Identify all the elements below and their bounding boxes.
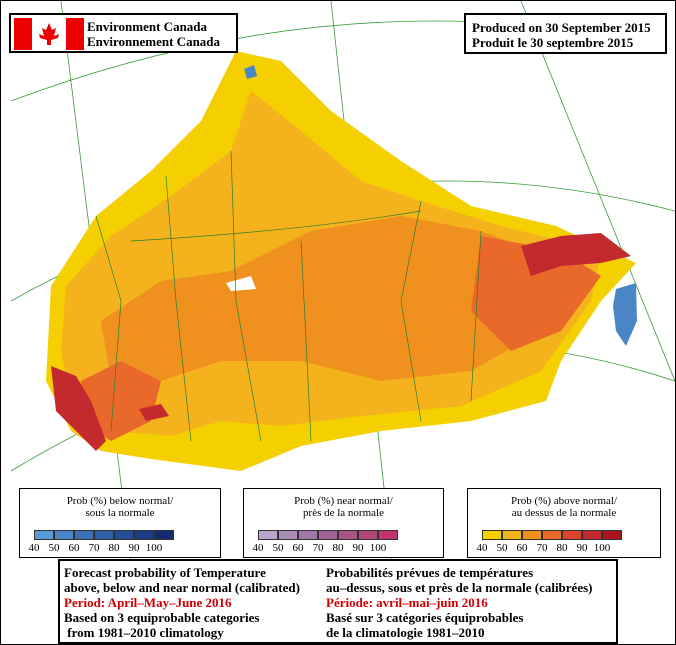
legend-label: 90 — [128, 542, 140, 554]
label-row: 40 50 60 70 80 90 100 — [24, 542, 164, 554]
legend-label: 90 — [352, 542, 364, 554]
region-white — [226, 276, 256, 291]
legend-title-line: Prob (%) below normal/ — [66, 495, 174, 507]
swatch — [482, 530, 502, 540]
swatch — [54, 530, 74, 540]
swatch-row — [258, 530, 398, 540]
footer-line: Basé sur 3 catégories équiprobables — [326, 610, 524, 625]
footer: Forecast probability of Temperature above… — [58, 559, 618, 644]
legend-title-line: au dessus de la normale — [511, 507, 617, 519]
label-row: 40 50 60 70 80 90 100 — [472, 542, 612, 554]
legend-title: Prob (%) near normal/près de la normale — [244, 495, 443, 519]
footer-line: from 1981–2010 climatology — [64, 625, 224, 640]
legend-label: 70 — [312, 542, 324, 554]
footer-left: Forecast probability of Temperature above… — [64, 565, 300, 640]
legend-label: 70 — [536, 542, 548, 554]
label-row: 40 50 60 70 80 90 100 — [248, 542, 388, 554]
footer-line: Forecast probability of Temperature — [64, 565, 266, 580]
legend-label: 40 — [28, 542, 40, 554]
swatch-row — [482, 530, 622, 540]
swatch — [338, 530, 358, 540]
footer-line: Based on 3 equiprobable categories — [64, 610, 260, 625]
legend-label: 50 — [496, 542, 508, 554]
legend-label: 80 — [556, 542, 568, 554]
swatch — [502, 530, 522, 540]
footer-line: Période: avril–mai–juin 2016 — [326, 595, 488, 610]
header-line: Environnement Canada — [87, 34, 221, 49]
header-right: Produced on 30 September 2015 Produit le… — [464, 13, 667, 54]
footer-right: Probabilités prévues de températures au–d… — [326, 565, 593, 640]
legend-title-line: Prob (%) near normal/ — [294, 495, 393, 507]
legend-label: 50 — [48, 542, 60, 554]
header-left: Environment Canada Environnement Canada — [9, 13, 238, 53]
swatch-row — [34, 530, 174, 540]
legend-label: 60 — [68, 542, 80, 554]
legend-label: 80 — [332, 542, 344, 554]
footer-line: au–dessus, sous et près de la normale (c… — [326, 580, 593, 595]
swatch — [278, 530, 298, 540]
legend-label: 100 — [145, 542, 163, 554]
borders — [95, 150, 482, 442]
swatch — [34, 530, 54, 540]
legend-label: 60 — [516, 542, 528, 554]
legend-label: 60 — [292, 542, 304, 554]
legend-label: 100 — [369, 542, 387, 554]
legend-label: 40 — [252, 542, 264, 554]
swatch — [94, 530, 114, 540]
legend-label: 70 — [88, 542, 100, 554]
footer-line: Period: April–May–June 2016 — [64, 595, 232, 610]
legend-title-line: près de la normale — [303, 507, 384, 519]
footer-line: de la climatologie 1981–2010 — [326, 625, 485, 640]
swatch — [318, 530, 338, 540]
swatch — [542, 530, 562, 540]
legend-label: 80 — [108, 542, 120, 554]
legend: Prob (%) below normal/sous la normale 40 5… — [19, 488, 221, 558]
legend-label: 90 — [576, 542, 588, 554]
swatch — [134, 530, 154, 540]
header-line: Environment Canada — [87, 19, 208, 34]
legend-title: Prob (%) below normal/sous la normale — [20, 495, 220, 519]
swatch — [74, 530, 94, 540]
swatch — [562, 530, 582, 540]
legend-title: Prob (%) above normal/au dessus de la no… — [468, 495, 660, 519]
swatch — [522, 530, 542, 540]
swatch — [358, 530, 378, 540]
legend: Prob (%) near normal/près de la normale 4… — [243, 488, 444, 558]
flag — [14, 18, 84, 50]
region-red — [51, 233, 631, 451]
swatch — [378, 530, 398, 540]
legend-title-line: Prob (%) above normal/ — [511, 495, 617, 507]
legend-label: 40 — [476, 542, 488, 554]
footer-line: Probabilités prévues de températures — [326, 565, 534, 580]
legend-title-line: sous la normale — [85, 507, 155, 519]
swatch — [154, 530, 174, 540]
swatch — [602, 530, 622, 540]
legend-label: 100 — [593, 542, 611, 554]
legend: Prob (%) above normal/au dessus de la no… — [467, 488, 661, 558]
swatch — [114, 530, 134, 540]
header-line: Produit le 30 septembre 2015 — [472, 35, 634, 50]
swatch — [582, 530, 602, 540]
header-line: Produced on 30 September 2015 — [472, 20, 651, 35]
swatch — [298, 530, 318, 540]
footer-line: above, below and near normal (calibrated… — [64, 580, 300, 595]
legend-label: 50 — [272, 542, 284, 554]
swatch — [258, 530, 278, 540]
region-orange — [101, 216, 561, 381]
